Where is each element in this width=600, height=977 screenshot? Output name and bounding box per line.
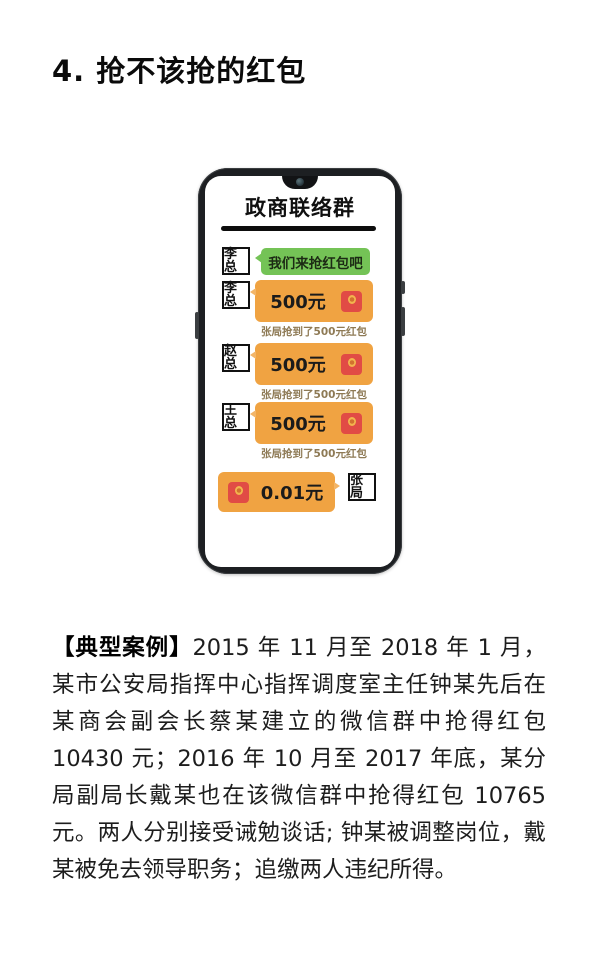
red-packet-icon [341,290,362,312]
bubble-tail [250,288,256,296]
section-heading: 4. 抢不该抢的红包 [52,54,307,88]
bubble-tail [250,351,256,359]
red-packet-bubble[interactable]: 0.01元 [218,472,340,512]
bubble-tail [250,410,256,418]
title-divider [221,226,376,231]
red-packet-icon [341,412,362,434]
camera-notch [282,176,318,189]
grab-notice: 张局抢到了500元红包 [261,326,367,338]
avatar-zhang-ju: 张局 [348,473,376,501]
gold-seal-icon [347,294,356,304]
grab-notice: 张局抢到了500元红包 [261,389,367,401]
volume-button [195,312,199,339]
avatar-wang-zong: 王总 [222,403,250,431]
chat-group-title: 政商联络群 [245,196,355,220]
avatar-li-zong: 李总 [222,247,250,275]
phone-illustration: 政商联络群 李总 我们来抢红包吧 李总 500元 张局抢到了500元红包 赵总 … [195,168,405,574]
gold-seal-icon [347,357,356,367]
bubble-tail [255,253,262,263]
case-paragraph: 【典型案例】2015 年 11 月至 2018 年 1 月，某市公安局指挥中心指… [52,630,546,889]
red-packet-amount: 500元 [270,414,326,435]
case-body: 2015 年 11 月至 2018 年 1 月，某市公安局指挥中心指挥调度室主任… [52,635,546,883]
avatar-li-zong: 李总 [222,281,250,309]
red-packet-icon [228,481,249,503]
red-packet-icon [341,353,362,375]
bubble-tail [334,482,340,490]
case-label: 【典型案例】 [52,635,193,661]
power-button [401,281,405,294]
grab-notice: 张局抢到了500元红包 [261,448,367,460]
red-packet-bubble[interactable]: 500元 [250,343,373,385]
chat-text-bubble: 我们来抢红包吧 [255,248,370,275]
gold-seal-icon [234,485,243,495]
red-packet-amount: 500元 [270,292,326,313]
red-packet-amount: 0.01元 [260,483,324,504]
red-packet-bubble[interactable]: 500元 [250,402,373,444]
chat-text: 我们来抢红包吧 [268,255,363,272]
side-button [401,307,405,336]
front-camera-icon [296,178,304,186]
red-packet-amount: 500元 [270,355,326,376]
phone-screen: 政商联络群 李总 我们来抢红包吧 李总 500元 张局抢到了500元红包 赵总 … [205,176,395,567]
avatar-zhao-zong: 赵总 [222,344,250,372]
red-packet-bubble[interactable]: 500元 [250,280,373,322]
gold-seal-icon [347,416,356,426]
